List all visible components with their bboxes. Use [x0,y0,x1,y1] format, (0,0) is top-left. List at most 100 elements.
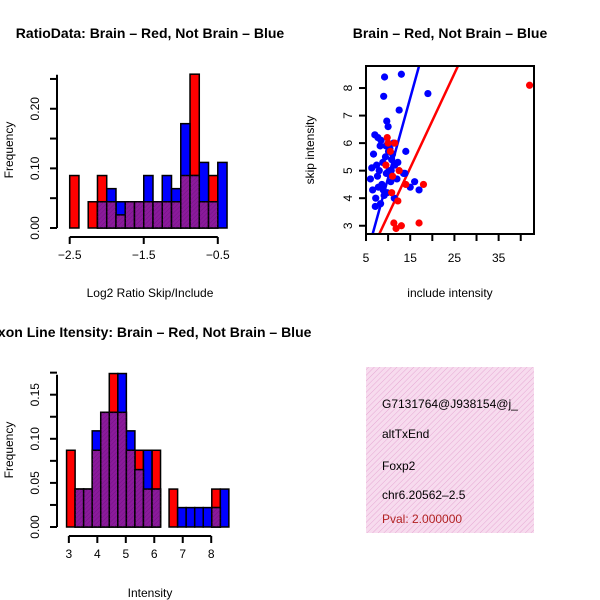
scatter-y-label: skip intensity [303,116,317,185]
ratio-bar-red [68,174,80,229]
intensity-x-tick-label: 6 [151,547,158,561]
scatter-point-blue [379,186,387,194]
scatter-point-blue [369,186,377,194]
scatter-point-blue [411,178,419,186]
intensity-bar-blue [193,506,204,528]
scatter-fit-line-blue [371,65,421,235]
scatter-point-blue [387,167,395,175]
scatter-point-blue [380,73,389,81]
scatter-point-blue [373,161,381,169]
intensity-bar-blue [202,506,213,528]
intensity-bar-overlap-hatch [109,412,118,527]
scatter-point-blue [376,200,385,208]
ratio-bar-overlap-hatch [171,201,181,228]
scatter-chart-title: Brain – Red, Not Brain – Blue [353,25,548,41]
info-transcript-id: G7131764@J938154@j_ [382,397,518,411]
scatter-x-label: include intensity [407,286,492,300]
intensity-x-tick-label: 7 [179,547,186,561]
ratio-bar-overlap-hatch [190,175,200,228]
intensity-y-label: Frequency [2,422,16,479]
scatter-point-red [384,139,392,147]
info-panel: G7131764@J938154@j_ altTxEnd Foxp2 chr6.… [366,367,534,533]
scatter-point-blue [366,175,375,183]
intensity-bar-overlap-hatch [75,489,84,527]
ratio-bar-overlap-hatch [143,201,153,228]
ratio-bar-red [87,201,99,229]
info-event-type: altTxEnd [382,427,429,441]
ratio-bar-overlap-hatch [199,201,209,228]
scatter-point-blue [384,122,392,131]
intensity-y-tick-label: 0.10 [28,427,42,451]
intensity-bar-overlap-hatch [143,489,152,527]
intensity-x-tick-label: 3 [66,547,73,561]
ratio-y-tick-label: 0.20 [28,97,42,121]
intensity-bar-red [65,449,76,528]
intensity-bar-overlap-hatch [100,412,110,527]
ratio-x-tick-label: −2.5 [58,248,82,262]
scatter-point-blue [402,147,410,155]
scatter-point-blue [371,202,379,211]
scatter-point-red [386,147,394,155]
scatter-point-red [388,172,397,180]
scatter-point-red [390,219,398,227]
scatter-point-blue [381,153,390,161]
info-pval: Pval: 2.000000 [382,512,462,526]
scatter-y-tick-label: 8 [341,84,355,91]
scatter-point-red [415,219,423,227]
intensity-histogram: Exon Line Itensity: Brain – Red, Not Bra… [0,324,312,600]
scatter-y-tick-label: 4 [341,195,355,202]
scatter-point-red [392,224,400,233]
scatter-point-blue [373,172,382,180]
scatter-point-red [397,222,405,230]
intensity-bar-overlap-hatch [92,450,101,527]
ratio-x-label: Log2 Ratio Skip/Include [87,286,214,300]
ratio-bar-overlap-hatch [180,175,191,228]
intensity-bar-blue [185,506,196,528]
scatter-point-red [388,189,396,197]
scatter-point-red [419,180,428,189]
intensity-x-label: Intensity [128,586,173,600]
scatter-y-tick-label: 3 [341,222,355,229]
intensity-chart-title: Exon Line Itensity: Brain – Red, Not Bra… [0,324,312,340]
scatter-point-red [382,161,390,169]
ratio-bar-overlap-hatch [106,201,116,228]
scatter-point-blue [369,150,378,158]
scatter-point-blue [374,134,382,142]
scatter-point-blue [372,194,380,202]
intensity-bar-overlap-hatch [117,412,127,527]
intensity-bar-red [168,488,179,528]
scatter-point-red [383,134,391,142]
ratio-bar-overlap-hatch [162,201,172,228]
scatter-point-blue [415,186,423,194]
intensity-x-tick-label: 5 [122,547,129,561]
scatter-x-tick-label: 25 [448,251,462,265]
info-panel-hatch [366,367,534,533]
intensity-bar-blue [176,506,187,528]
scatter-point-blue [394,158,402,166]
scatter-fit-line-red [378,65,460,235]
intensity-x-tick-label: 4 [94,547,101,561]
intensity-scatter: Brain – Red, Not Brain – Blue 5 15 25 35 3 4 5… [303,25,547,300]
ratio-y-tick-label: 0.00 [28,216,42,240]
scatter-point-red [395,167,403,175]
ratio-bar-blue [217,161,228,229]
scatter-point-blue [378,180,386,189]
info-location: chr6.20562–2.5 [382,488,466,502]
ratio-y-label: Frequency [2,122,16,179]
scatter-point-red [525,81,534,89]
scatter-point-blue [375,167,383,175]
ratio-x-tick-label: −0.5 [206,248,230,262]
scatter-point-blue [383,117,391,125]
scatter-x-tick-label: 5 [363,251,370,265]
ratio-y-tick-label: 0.10 [28,156,42,180]
ratio-histogram: RatioData: Brain – Red, Not Brain – Blue… [2,25,284,300]
ratio-bar-overlap-hatch [97,201,107,228]
ratio-bar-overlap-hatch [115,214,126,228]
scatter-point-blue [401,169,409,178]
scatter-point-blue [380,92,388,100]
scatter-point-red [402,180,410,189]
scatter-point-blue [395,106,403,114]
intensity-bar-overlap-hatch [151,489,161,527]
scatter-point-blue [424,89,432,98]
